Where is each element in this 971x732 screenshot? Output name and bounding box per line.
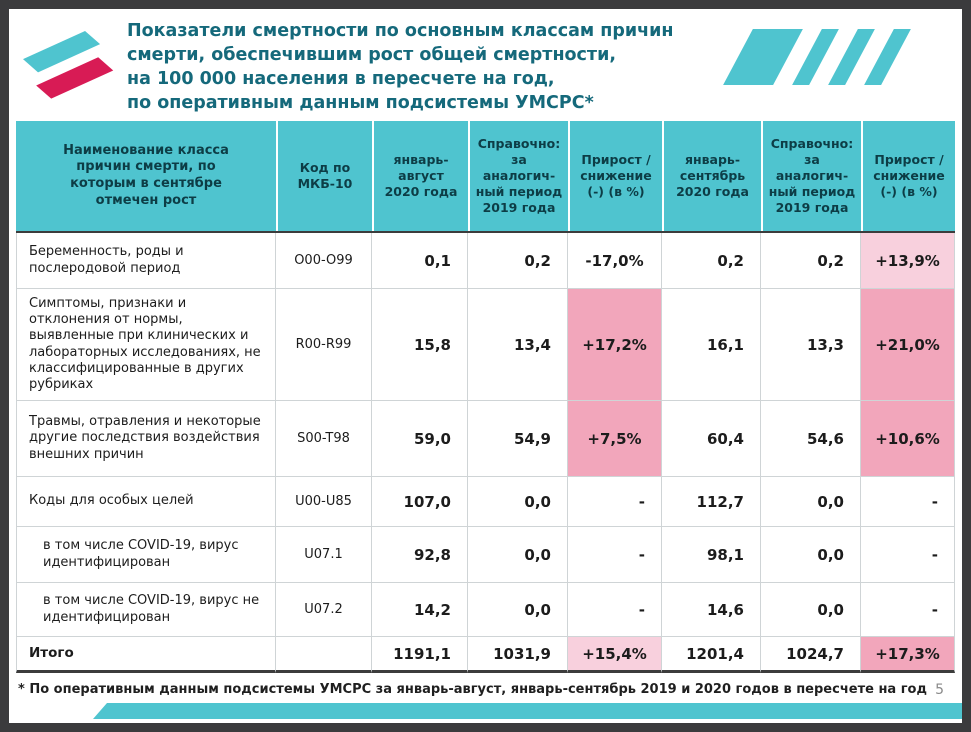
growth-cell: -	[568, 477, 662, 527]
col-header-icd-code: Код по МКБ-10	[276, 121, 372, 231]
value-cell: 0,0	[761, 477, 861, 527]
growth-cell: +15,4%	[568, 637, 662, 673]
icd-code: S00-T98	[276, 401, 372, 477]
growth-cell: +13,9%	[861, 233, 955, 289]
table-row: Беременность, роды и послеродовой период…	[16, 233, 955, 289]
slide-header: Показатели смертности по основным класса…	[9, 9, 962, 121]
slide-title: Показатели смертности по основным класса…	[127, 19, 727, 116]
mortality-table: Наименование класса причин смерти, по ко…	[16, 121, 955, 673]
value-cell: 1024,7	[761, 637, 861, 673]
slide-title-line: по оперативным данным подсистемы УМСРС*	[127, 93, 594, 114]
value-cell: 54,9	[468, 401, 568, 477]
table-row: в том числе COVID-19, вирус не идентифиц…	[16, 583, 955, 637]
col-header-ref-2019-a: Справочно: за аналогич­ный период 2019 г…	[468, 121, 568, 231]
growth-cell: -	[861, 583, 955, 637]
table-row: Травмы, отравления и некоторые другие по…	[16, 401, 955, 477]
value-cell: 14,2	[372, 583, 468, 637]
growth-cell: -	[861, 477, 955, 527]
slide: Показатели смертности по основным класса…	[9, 9, 962, 723]
cause-name: Травмы, отравления и некоторые другие по…	[16, 401, 276, 477]
value-cell: 1191,1	[372, 637, 468, 673]
value-cell: 13,4	[468, 289, 568, 401]
table-row: Симптомы, признаки и отклонения от нормы…	[16, 289, 955, 401]
slide-title-line: смерти, обеспечившим рост общей смертнос…	[127, 45, 616, 66]
growth-cell: -	[861, 527, 955, 583]
growth-cell: +17,3%	[861, 637, 955, 673]
slide-footer: * По оперативным данным подсистемы УМСРС…	[18, 682, 948, 698]
table-row: Коды для особых целей U00-U85 107,0 0,0 …	[16, 477, 955, 527]
col-header-growth-a: Прирост /снижение (-) (в %)	[568, 121, 662, 231]
stripe	[864, 29, 911, 85]
col-header-cause-class: Наименование класса причин смерти, по ко…	[16, 121, 276, 231]
col-header-jan-sep-2020: январь-сентябрь 2020 года	[662, 121, 761, 231]
value-cell: 107,0	[372, 477, 468, 527]
value-cell: 0,0	[468, 583, 568, 637]
table-total-row: Итого 1191,1 1031,9 +15,4% 1201,4 1024,7…	[16, 637, 955, 673]
total-label: Итого	[16, 637, 276, 673]
cause-name: Коды для особых целей	[16, 477, 276, 527]
cause-name: Беременность, роды и послеродовой период	[16, 233, 276, 289]
value-cell: 1031,9	[468, 637, 568, 673]
value-cell: 0,2	[662, 233, 761, 289]
bottom-accent-bar	[93, 703, 962, 719]
value-cell: 0,0	[761, 583, 861, 637]
slide-title-line: на 100 000 населения в пересчете на год,	[127, 69, 555, 90]
value-cell: 59,0	[372, 401, 468, 477]
growth-cell: +21,0%	[861, 289, 955, 401]
growth-cell: +10,6%	[861, 401, 955, 477]
table-row: в том числе COVID-19, вирус идентифициро…	[16, 527, 955, 583]
value-cell: 98,1	[662, 527, 761, 583]
col-header-jan-aug-2020: январь-август 2020 года	[372, 121, 468, 231]
icd-code: R00-R99	[276, 289, 372, 401]
value-cell: 112,7	[662, 477, 761, 527]
growth-cell: +7,5%	[568, 401, 662, 477]
table-header-row: Наименование класса причин смерти, по ко…	[16, 121, 955, 233]
cause-name: в том числе COVID-19, вирус идентифициро…	[16, 527, 276, 583]
stripe	[723, 29, 803, 85]
decorative-stripes-icon	[723, 29, 911, 85]
value-cell: 15,8	[372, 289, 468, 401]
col-header-growth-b: Прирост /снижение (-) (в %)	[861, 121, 955, 231]
value-cell: 14,6	[662, 583, 761, 637]
value-cell: 92,8	[372, 527, 468, 583]
col-header-ref-2019-b: Справочно: за аналогич­ный период 2019 г…	[761, 121, 861, 231]
growth-cell: -	[568, 583, 662, 637]
growth-cell: -	[568, 527, 662, 583]
value-cell: 1201,4	[662, 637, 761, 673]
cause-name: в том числе COVID-19, вирус не идентифиц…	[16, 583, 276, 637]
slide-title-line: Показатели смертности по основным класса…	[127, 21, 674, 41]
icd-code: U00-U85	[276, 477, 372, 527]
value-cell: 0,2	[761, 233, 861, 289]
page-number: 5	[935, 682, 944, 698]
cause-name: Симптомы, признаки и отклонения от нормы…	[16, 289, 276, 401]
icd-code: O00-O99	[276, 233, 372, 289]
value-cell: 0,2	[468, 233, 568, 289]
value-cell: 60,4	[662, 401, 761, 477]
icd-code	[276, 637, 372, 673]
value-cell: 0,0	[468, 477, 568, 527]
value-cell: 0,0	[761, 527, 861, 583]
value-cell: 0,0	[468, 527, 568, 583]
brand-logo-icon	[23, 30, 114, 99]
value-cell: 0,1	[372, 233, 468, 289]
icd-code: U07.2	[276, 583, 372, 637]
growth-cell: +17,2%	[568, 289, 662, 401]
footnote: * По оперативным данным подсистемы УМСРС…	[18, 682, 927, 697]
value-cell: 13,3	[761, 289, 861, 401]
growth-cell: -17,0%	[568, 233, 662, 289]
value-cell: 54,6	[761, 401, 861, 477]
value-cell: 16,1	[662, 289, 761, 401]
icd-code: U07.1	[276, 527, 372, 583]
